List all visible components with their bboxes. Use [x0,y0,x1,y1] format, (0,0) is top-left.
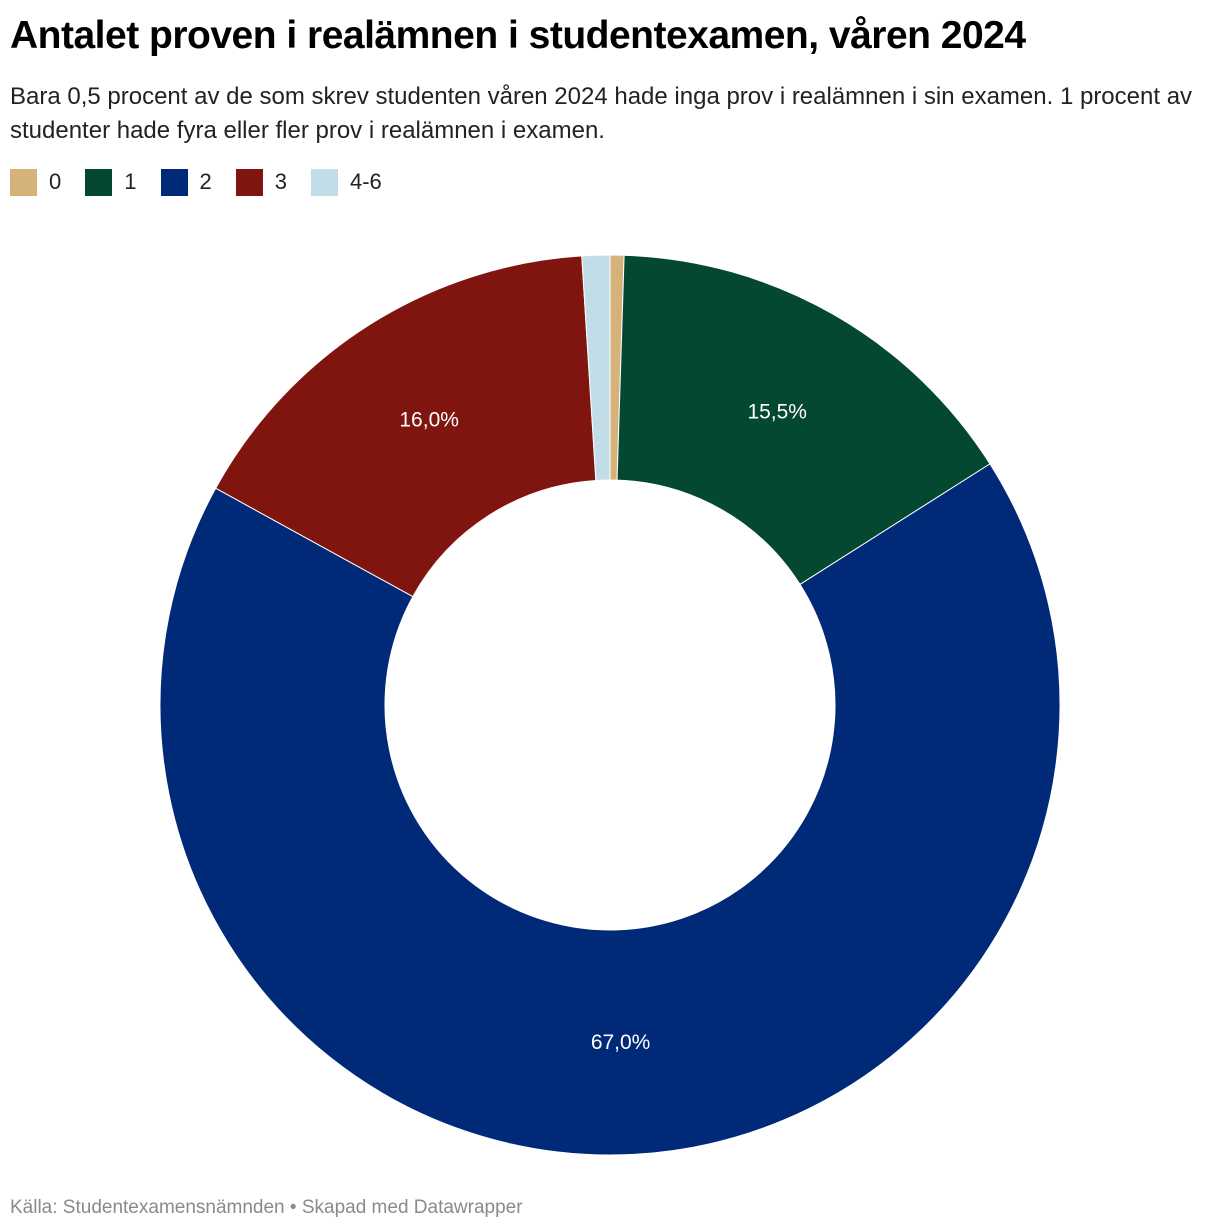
legend-item: 3 [235,168,287,196]
donut-value-label: 67,0% [591,1031,651,1054]
donut-slice-2 [159,463,1061,1156]
chart-subtitle: Bara 0,5 procent av de som skrev student… [10,83,1193,144]
legend-label: 3 [274,169,287,194]
donut-value-labels: 15,5% 67,0% 16,0% [399,400,807,1053]
donut-slice-3 [214,255,597,598]
donut-value-label: 15,5% [747,400,807,423]
legend-swatch [235,168,263,196]
legend-item: 4-6 [311,168,382,196]
legend-label: 4-6 [350,169,382,194]
donut-value-label: 16,0% [399,409,459,432]
legend-item: 1 [85,168,137,196]
legend-item: 0 [10,168,62,196]
legend-label: 1 [124,169,137,194]
chart-source-note: Källa: Studentexamensnämnden • Skapad me… [10,1197,523,1218]
chart-title: Antalet proven i realämnen i studentexam… [10,14,1026,57]
donut-slices [159,254,1061,1156]
legend-swatch [311,168,338,196]
legend-label: 0 [49,169,62,194]
legend-item: 2 [160,168,212,196]
legend-swatch [160,168,188,196]
legend-swatch [10,168,37,196]
chart-legend: 0 1 2 3 4-6 [10,166,406,198]
legend-swatch [85,168,113,196]
legend-label: 2 [199,169,212,194]
donut-slice-4-6 [581,254,611,481]
donut-slice-1 [616,254,991,586]
